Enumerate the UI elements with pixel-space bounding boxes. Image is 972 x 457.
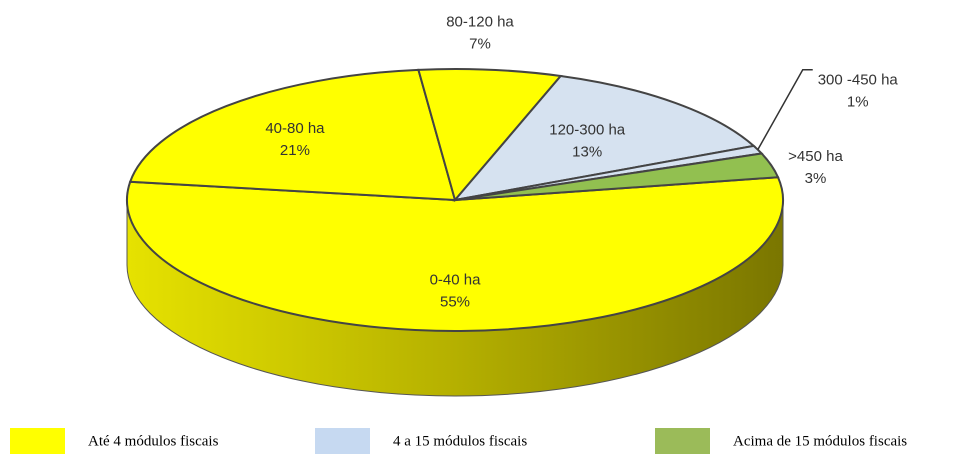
slice-label: 120-300 ha <box>549 122 626 139</box>
pie-slice <box>126 176 784 332</box>
slice-label: 40-80 ha <box>265 120 325 137</box>
legend-label: Até 4 módulos fiscais <box>88 433 219 449</box>
pie-slice <box>128 68 457 202</box>
slice-value-label: 21% <box>280 142 310 159</box>
slice-label: >450 ha <box>788 148 843 165</box>
pie-slice <box>454 152 780 201</box>
slice-label: 80-120 ha <box>446 14 514 31</box>
slice-value-label: 55% <box>440 294 470 311</box>
leader-line <box>757 69 813 151</box>
slice-value-label: 3% <box>805 170 827 187</box>
slice-label: 0-40 ha <box>430 272 482 289</box>
legend-label: Acima de 15 módulos fiscais <box>733 433 907 449</box>
pie-tops <box>126 68 784 332</box>
slice-label: 300 -450 ha <box>818 72 899 89</box>
legend: Até 4 módulos fiscais 4 a 15 módulos fisc… <box>10 428 907 454</box>
pie-slice <box>417 68 563 203</box>
slice-value-label: 13% <box>572 144 602 161</box>
legend-swatch <box>315 428 370 454</box>
legend-swatch <box>655 428 710 454</box>
legend-swatch <box>10 428 65 454</box>
legend-label: 4 a 15 módulos fiscais <box>393 433 527 449</box>
slice-value-label: 7% <box>469 36 491 53</box>
pie-slice <box>452 74 756 202</box>
slice-value-label: 1% <box>847 94 869 111</box>
labels: 0-40 ha 55% 40-80 ha 21% 80-120 ha 7% 120-300 … <box>265 14 898 311</box>
